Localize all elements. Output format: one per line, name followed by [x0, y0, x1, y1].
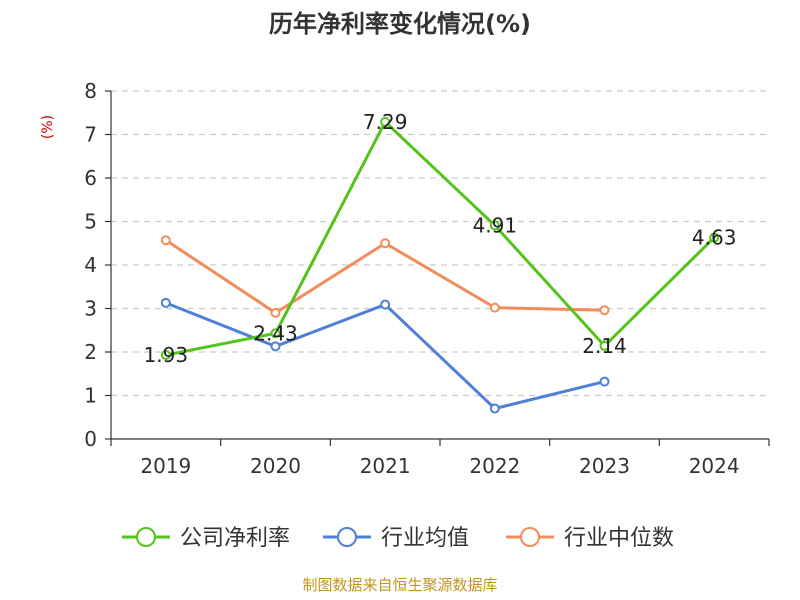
- y-tick-label: 7: [84, 123, 97, 147]
- series-line: [165, 301, 605, 411]
- series-line: [165, 120, 716, 357]
- data-label: 2.43: [253, 321, 298, 345]
- y-tick-label: 0: [84, 427, 97, 451]
- data-point: [380, 238, 391, 249]
- y-tick-label: 1: [84, 384, 97, 408]
- y-tick-label: 5: [84, 210, 97, 234]
- data-label: 2.14: [582, 334, 627, 358]
- source-note: 制图数据来自恒生聚源数据库: [302, 576, 497, 594]
- data-point: [380, 116, 391, 127]
- x-axis-ticks: 2019 2020 2021 2022 2023 2024: [110, 439, 770, 478]
- x-tick-label: 2020: [250, 454, 301, 478]
- y-tick-label: 8: [84, 79, 97, 103]
- data-point: [489, 403, 500, 414]
- x-tick-label: 2022: [469, 454, 520, 478]
- x-tick-label: 2019: [140, 454, 191, 478]
- data-label: 4.63: [692, 226, 737, 250]
- series-group: [160, 116, 720, 414]
- data-point: [270, 328, 281, 339]
- x-tick-label: 2021: [360, 454, 411, 478]
- chart-title: 历年净利率变化情况(%): [269, 10, 531, 38]
- legend-marker: [337, 527, 357, 547]
- y-axis-ticks: 0 1 2 3 4 5 6 7 8: [84, 79, 111, 451]
- y-tick-label: 3: [84, 297, 97, 321]
- legend: 公司净利率 行业均值 行业中位数: [122, 526, 674, 551]
- data-point: [160, 350, 171, 361]
- data-label: 4.91: [473, 213, 518, 237]
- data-point: [380, 299, 391, 310]
- data-point: [160, 235, 171, 246]
- data-label: 7.29: [363, 110, 408, 134]
- gridlines: [111, 90, 769, 397]
- data-labels: 1.93 2.43 7.29 4.91 2.14 4.63: [144, 110, 737, 367]
- legend-marker: [520, 527, 540, 547]
- legend-label: 行业中位数: [564, 526, 674, 551]
- legend-label: 行业均值: [381, 526, 469, 551]
- x-tick-label: 2023: [579, 454, 630, 478]
- y-tick-label: 2: [84, 340, 97, 364]
- data-point: [160, 297, 171, 308]
- legend-marker: [136, 527, 156, 547]
- data-point: [489, 302, 500, 313]
- axes: [110, 91, 769, 440]
- data-point: [489, 220, 500, 231]
- y-tick-label: 6: [84, 166, 97, 190]
- data-point: [270, 307, 281, 318]
- y-tick-label: 4: [84, 253, 97, 277]
- legend-label: 公司净利率: [180, 526, 290, 551]
- x-tick-label: 2024: [689, 454, 740, 478]
- data-point: [599, 340, 610, 351]
- y-axis-unit: (%): [40, 115, 56, 139]
- data-point: [709, 232, 720, 243]
- data-label: 1.93: [144, 343, 189, 367]
- data-point: [599, 376, 610, 387]
- data-point: [599, 305, 610, 316]
- data-point: [270, 341, 281, 352]
